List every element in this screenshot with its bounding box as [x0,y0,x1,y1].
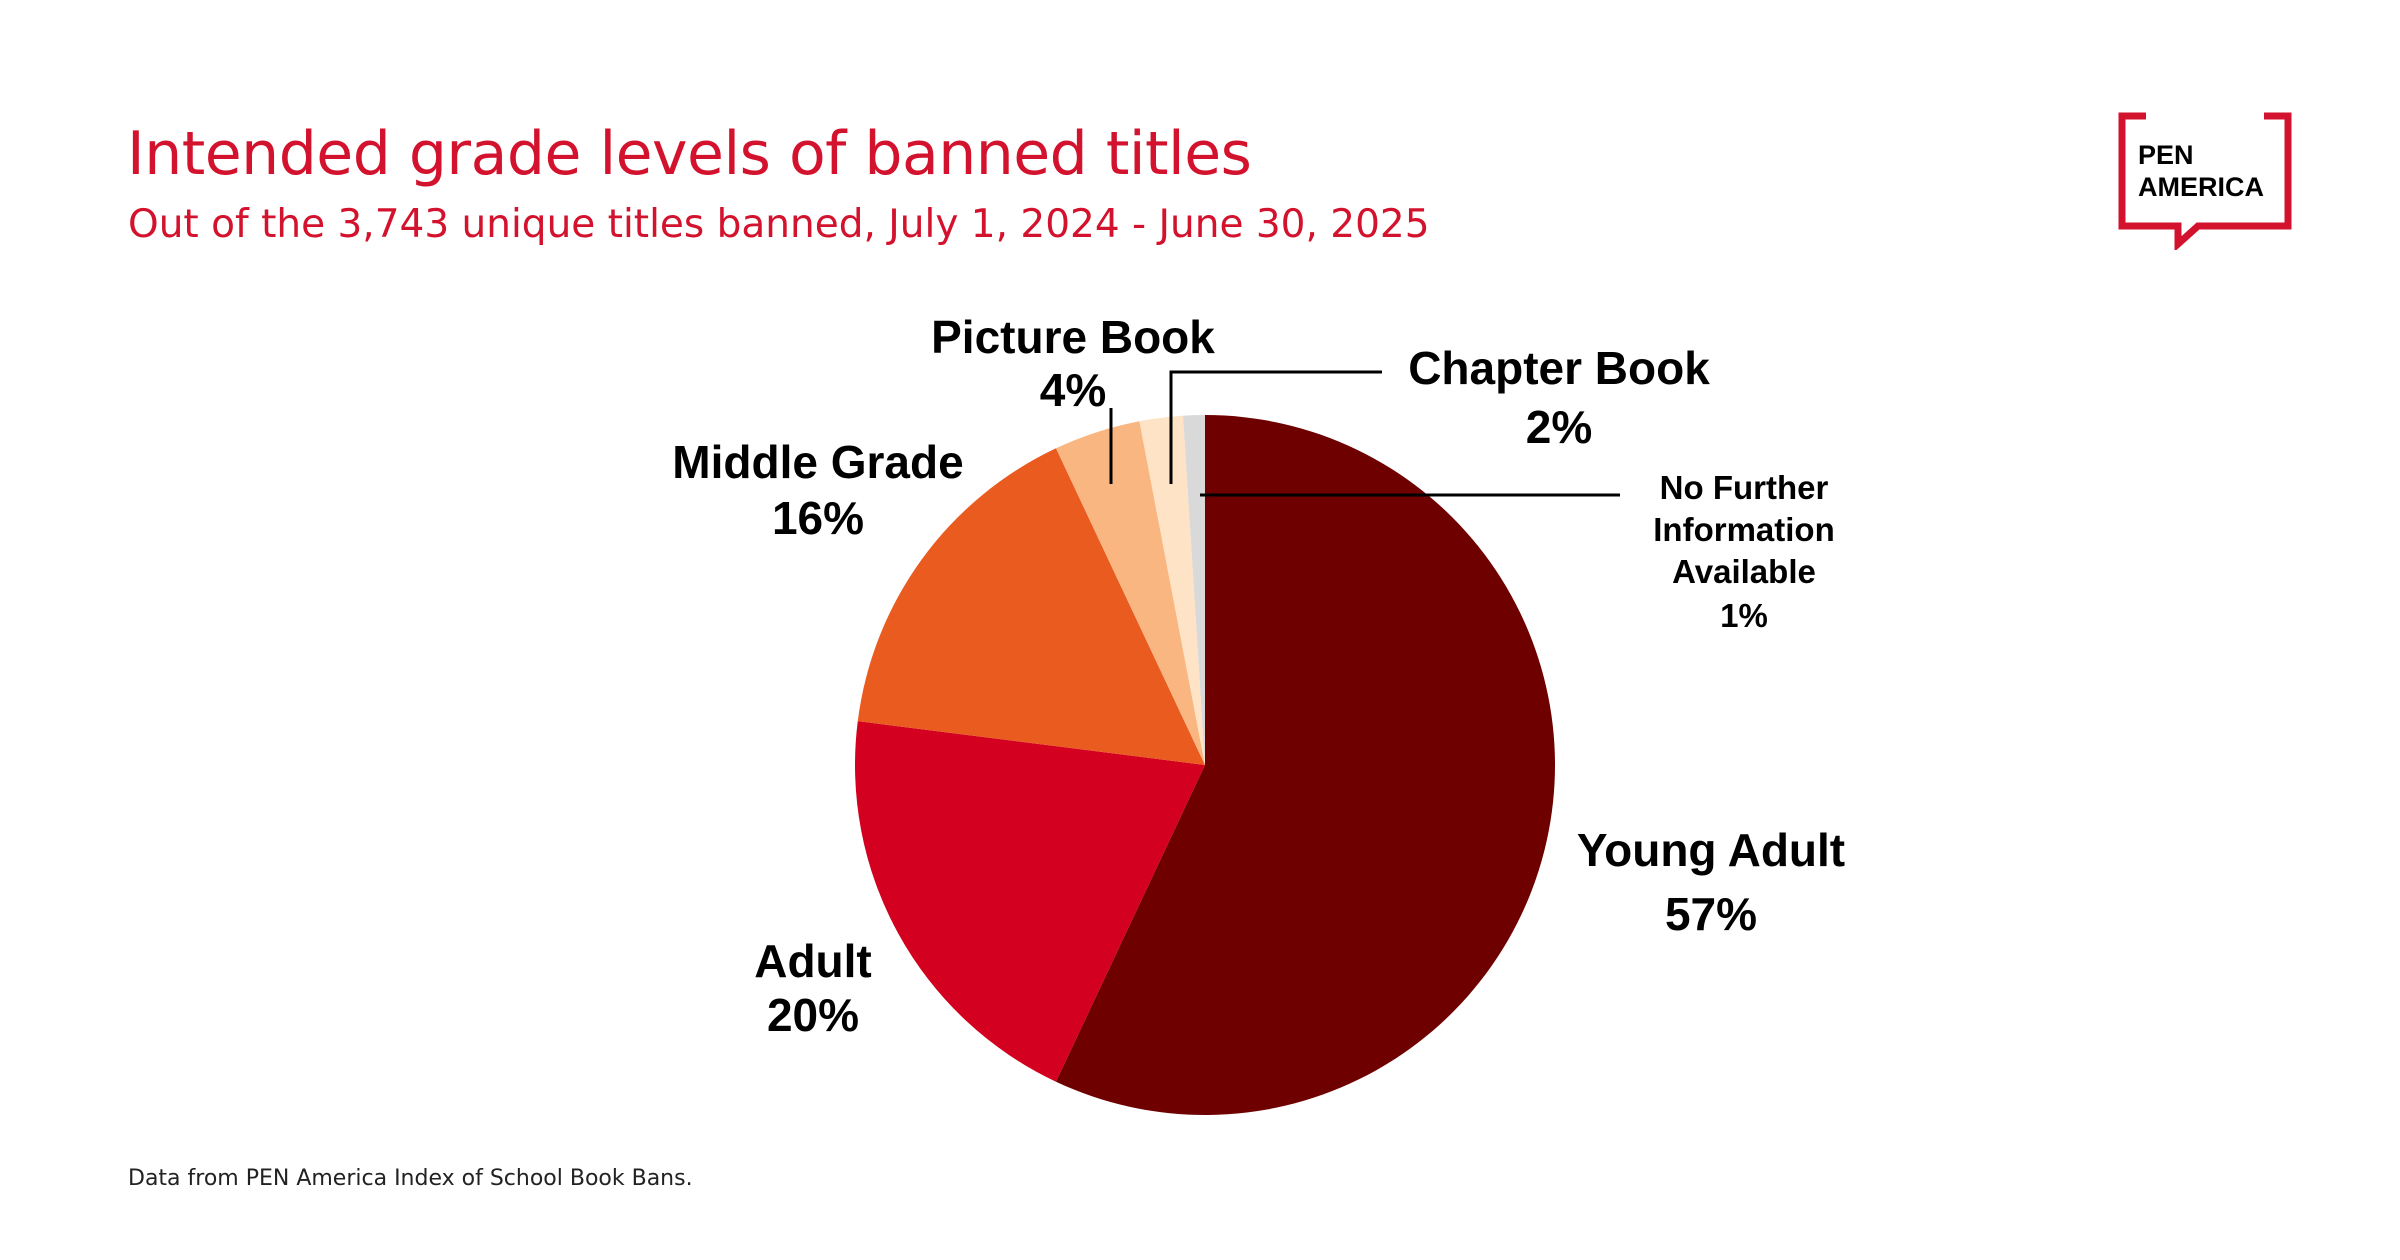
pie-slice-no-further-information-available [1183,415,1205,765]
slice-label-middle-grade: Middle Grade [672,436,963,488]
slice-label-adult: Adult [754,935,872,987]
pie-slices [854,415,1555,1115]
slice-value-middle-grade: 16% [772,492,864,544]
logo-mark-icon: PEN AMERICA [2118,112,2292,252]
slice-value-young-adult: 57% [1665,888,1757,940]
pen-america-logo: PEN AMERICA [2118,112,2292,252]
slice-label-no-further-information-line-1: No Further [1660,469,1829,506]
logo-line-2: AMERICA [2138,172,2264,202]
source-note: Data from PEN America Index of School Bo… [128,1166,693,1191]
leader-line-chapter-book [1169,370,1382,484]
slice-value-picture-book: 4% [1040,364,1106,416]
slice-label-chapter-book: Chapter Book [1408,342,1710,394]
chart-subtitle: Out of the 3,743 unique titles banned, J… [128,202,1430,247]
pie-slice-middle-grade [857,448,1205,765]
slice-label-no-further-information-line-2: Information [1653,511,1834,548]
pie-slice-adult [854,721,1205,1082]
pie-slice-young-adult [1055,415,1555,1115]
slice-value-no-further-information: 1% [1720,597,1768,634]
slice-label-picture-book: Picture Book [931,311,1215,363]
chart-title: Intended grade levels of banned titles [127,119,1252,189]
slice-label-no-further-information-line-3: Available [1672,553,1816,590]
pie-slice-chapter-book [1139,415,1205,765]
slice-value-chapter-book: 2% [1526,401,1592,453]
slice-label-young-adult: Young Adult [1577,824,1845,876]
slice-value-adult: 20% [767,989,859,1041]
pie-slice-picture-book [1055,421,1205,765]
leader-lines [1109,370,1620,497]
logo-line-1: PEN [2138,140,2194,170]
